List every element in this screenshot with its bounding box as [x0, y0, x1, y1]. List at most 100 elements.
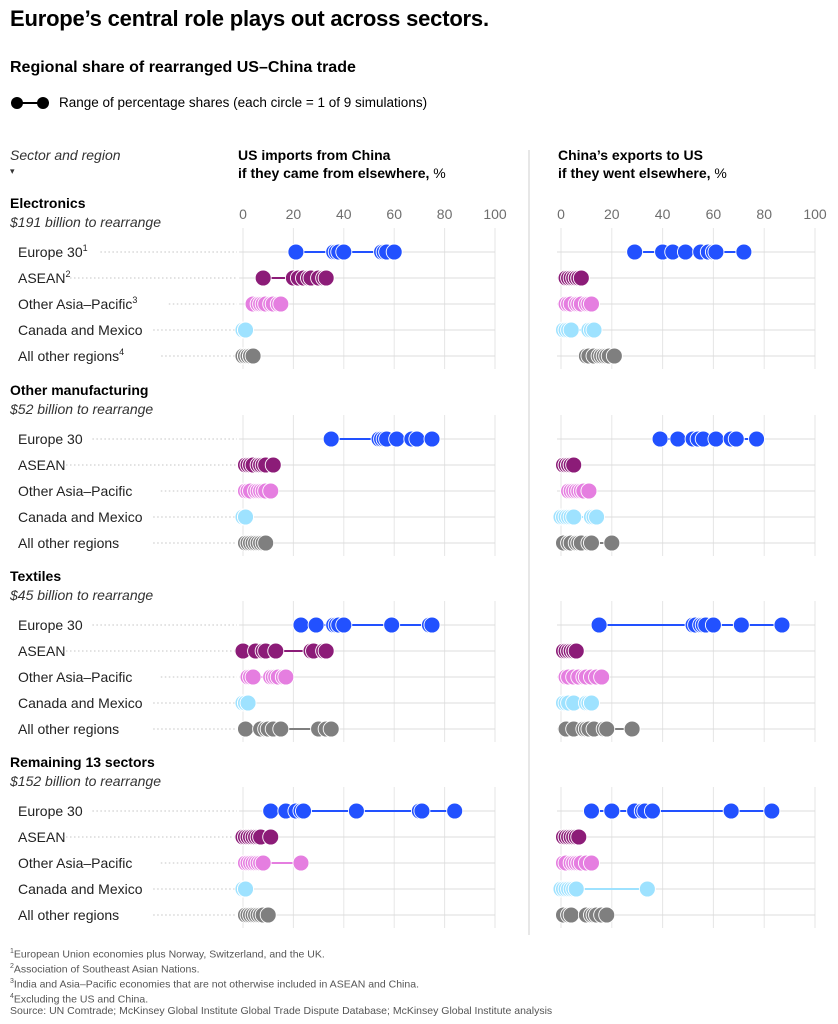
sector-amount: $152 billion to rearrange: [9, 773, 161, 789]
region-label: Europe 30: [18, 617, 83, 633]
sector-title: Electronics: [10, 195, 86, 211]
x-tick-label: 20: [286, 206, 302, 222]
region-label: All other regions: [18, 907, 119, 923]
region-label: Other Asia–Pacific: [18, 669, 132, 685]
region-label: All other regions4: [18, 347, 124, 364]
simulation-dot: [669, 430, 687, 448]
simulation-dot: [722, 802, 740, 820]
x-tick-label: 100: [803, 206, 827, 222]
chart-subtitle: Regional share of rearranged US–China tr…: [10, 59, 356, 76]
simulation-dot: [292, 616, 310, 634]
region-label: ASEAN: [18, 829, 65, 845]
simulation-dot: [385, 243, 403, 261]
simulation-dot: [565, 456, 583, 474]
simulation-dot: [735, 243, 753, 261]
region-label: Other Asia–Pacific: [18, 855, 132, 871]
sector-title: Remaining 13 sectors: [10, 754, 155, 770]
footnote: 4Excluding the US and China.: [10, 991, 552, 1006]
simulation-dot: [583, 295, 600, 313]
simulation-dot: [257, 534, 275, 552]
simulation-dot: [704, 616, 722, 634]
x-tick-label: 40: [336, 206, 352, 222]
footnote-mark: 1: [83, 243, 88, 253]
simulation-dot: [580, 482, 598, 500]
footnote-mark: 4: [10, 993, 14, 1001]
footnote-text: Source: UN Comtrade; McKinsey Global Ins…: [10, 1005, 553, 1018]
simulation-dot: [287, 243, 305, 261]
region-label: Canada and Mexico: [18, 695, 143, 711]
dot-range-chart: Sector and region ▾ US imports from China i…: [9, 147, 827, 935]
simulation-dot: [237, 720, 254, 738]
x-tick-label: 80: [756, 206, 772, 222]
simulation-dot: [423, 430, 441, 448]
legend-text: Range of percentage shares (each circle …: [59, 95, 428, 110]
simulation-dot: [585, 321, 603, 339]
footnote-mark: 4: [119, 347, 124, 357]
region-label: Canada and Mexico: [18, 881, 143, 897]
panel-subtitle-2: if they went elsewhere, %: [558, 165, 727, 181]
simulation-dot: [572, 269, 590, 287]
simulation-dot: [567, 642, 585, 660]
footnote-mark: 2: [65, 269, 70, 279]
region-label: Europe 30: [18, 803, 83, 819]
simulation-dot: [237, 321, 254, 339]
simulation-dot: [588, 508, 606, 526]
simulation-dot: [590, 616, 608, 634]
region-label: ASEAN: [18, 457, 65, 473]
x-tick-label: 40: [655, 206, 671, 222]
footnotes: 1European Union economies plus Norway, S…: [10, 946, 552, 1018]
footnote-text: India and Asia–Pacific economies that ar…: [13, 978, 419, 991]
simulation-dot: [638, 880, 656, 898]
simulation-dot: [677, 243, 694, 261]
panel-subtitle-1: if they came from elsewhere, %: [238, 165, 446, 181]
footnote: Source: UN Comtrade; McKinsey Global Ins…: [10, 1006, 552, 1018]
row-header: Sector and region: [10, 147, 121, 163]
footnote-mark: 1: [10, 948, 14, 955]
simulation-dot: [335, 243, 353, 261]
simulation-dot: [603, 802, 621, 820]
simulation-dot: [707, 430, 725, 448]
simulation-dot: [267, 642, 285, 660]
footnote: 2Association of Southeast Asian Nations.: [10, 961, 552, 976]
simulation-dot: [651, 430, 669, 448]
simulation-dot: [583, 534, 600, 552]
region-label: Canada and Mexico: [18, 509, 143, 525]
simulation-dot: [262, 828, 280, 846]
simulation-dot: [570, 828, 588, 846]
simulation-dot: [239, 694, 257, 712]
legend-range-icon: [11, 96, 49, 109]
simulation-dot: [583, 802, 600, 820]
x-tick-label: 0: [557, 206, 565, 222]
sector-amount: $52 billion to rearrange: [9, 401, 153, 417]
simulation-dot: [262, 802, 280, 820]
footnote-text: Association of Southeast Asian Nations.: [13, 963, 200, 976]
simulation-dot: [317, 642, 335, 660]
footnote-mark: 3: [132, 295, 137, 305]
simulation-dot: [773, 616, 791, 634]
simulation-dot: [423, 616, 441, 634]
simulation-dot: [335, 616, 353, 634]
footnote: 1European Union economies plus Norway, S…: [10, 946, 552, 961]
simulation-dot: [322, 430, 340, 448]
simulation-dot: [567, 880, 585, 898]
row-header-marker: ▾: [10, 166, 15, 176]
footnote: 3India and Asia–Pacific economies that a…: [10, 976, 552, 991]
region-label: Europe 30: [18, 431, 83, 447]
simulation-dot: [593, 668, 611, 686]
simulation-dot: [583, 694, 600, 712]
footnote-text: European Union economies plus Norway, Sw…: [13, 948, 325, 961]
region-label: All other regions: [18, 535, 119, 551]
simulation-dot: [277, 668, 295, 686]
simulation-dot: [244, 668, 262, 686]
panel-unit-2: %: [711, 165, 727, 181]
region-label: Canada and Mexico: [18, 322, 143, 338]
simulation-dot: [727, 430, 745, 448]
x-tick-label: 60: [706, 206, 722, 222]
simulation-dot: [307, 616, 325, 634]
x-tick-label: 80: [437, 206, 453, 222]
simulation-dot: [603, 534, 621, 552]
panel-title-1: US imports from China: [238, 147, 391, 163]
footnote-mark: 2: [10, 963, 14, 971]
footnote-mark: 3: [10, 978, 14, 986]
simulation-dot: [446, 802, 464, 820]
